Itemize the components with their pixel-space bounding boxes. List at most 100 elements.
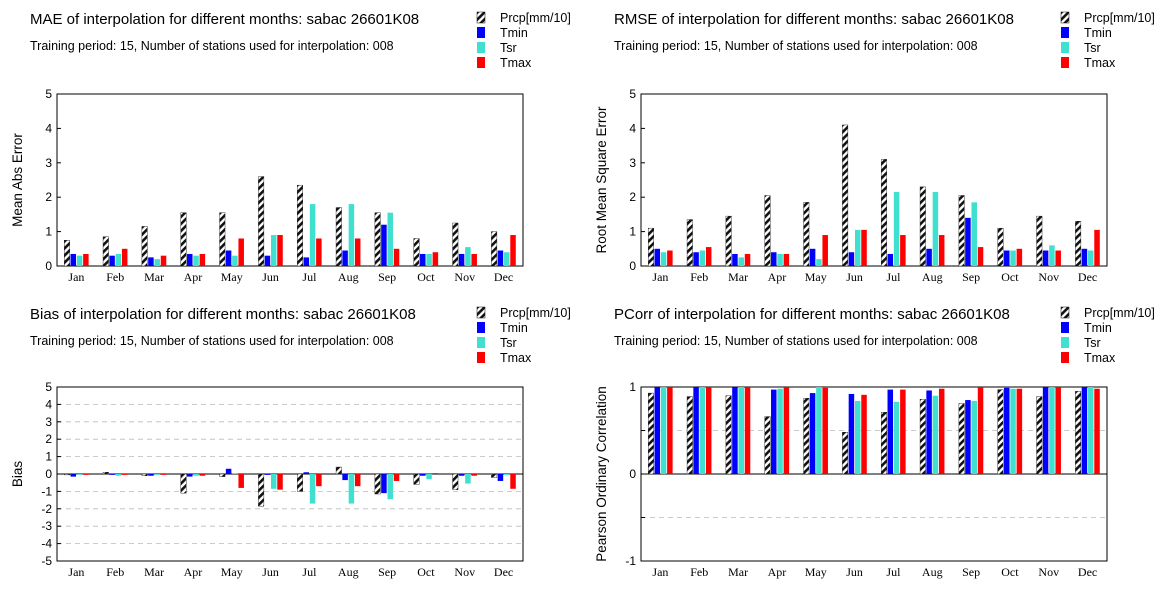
y-tick-label: 5	[629, 87, 636, 101]
bar-tmin-may	[809, 393, 816, 474]
bar-tmin-oct	[1004, 387, 1010, 474]
bar-tmax-apr	[199, 474, 206, 476]
rmse-panel: RMSE of interpolation for different mont…	[584, 0, 1167, 294]
bar-tmax-aug	[938, 388, 945, 474]
bar-prcp-mar	[141, 473, 148, 476]
legend-label-tsr: Tsr	[1084, 336, 1101, 350]
bar-tmax-nov	[471, 474, 477, 476]
bar-tsr-mar	[154, 474, 160, 475]
bar-tmin-mar	[732, 387, 738, 474]
bar-tmax-aug	[354, 238, 361, 266]
bar-tmax-nov	[1055, 387, 1061, 474]
x-tick-label-mar: Mar	[728, 565, 748, 579]
x-tick-label-aug: Aug	[922, 270, 943, 284]
chart-title: Bias of interpolation for different mont…	[30, 306, 416, 323]
x-tick-label-oct: Oct	[417, 270, 435, 284]
x-tick-label-may: May	[221, 270, 243, 284]
x-tick-label-dec: Dec	[494, 565, 513, 579]
bar-prcp-oct	[413, 473, 420, 485]
bar-tsr-aug	[932, 395, 939, 474]
legend-label-prcp: Prcp[mm/10]	[1084, 11, 1155, 25]
bar-tmin-apr	[771, 389, 777, 474]
bar-prcp-aug	[919, 398, 926, 475]
x-tick-label-sep: Sep	[378, 270, 396, 284]
y-tick-label: 0	[45, 259, 52, 273]
x-tick-label-jun: Jun	[846, 565, 863, 579]
bar-tmin-oct	[420, 253, 426, 266]
bar-tmax-apr	[783, 253, 790, 266]
legend-label-tmax: Tmax	[500, 351, 532, 365]
plot-frame	[640, 93, 1108, 267]
x-tick-label-jun: Jun	[262, 565, 279, 579]
bar-tmax-apr	[199, 253, 206, 266]
bar-tmin-feb	[693, 387, 699, 474]
bar-tmax-oct	[432, 473, 439, 474]
bar-tsr-jul	[309, 204, 316, 266]
x-tick-label-sep: Sep	[378, 565, 396, 579]
bar-tsr-sep	[387, 212, 393, 266]
chart-subtitle: Training period: 15, Number of stations …	[614, 334, 978, 348]
x-tick-label-dec: Dec	[1078, 565, 1097, 579]
bar-tmax-dec	[1094, 388, 1100, 474]
bar-tmax-feb	[705, 247, 712, 266]
bar-tmin-jun	[848, 393, 855, 474]
y-tick-label: -1	[625, 554, 636, 568]
y-tick-label: 2	[629, 190, 636, 204]
y-tick-label: 5	[45, 380, 52, 394]
chart-subtitle: Training period: 15, Number of stations …	[30, 334, 394, 348]
legend-label-prcp: Prcp[mm/10]	[500, 306, 571, 320]
bar-prcp-dec	[491, 473, 498, 478]
x-tick-label-feb: Feb	[690, 565, 708, 579]
bar-tsr-jun	[854, 400, 861, 474]
rmse-chart: RMSE of interpolation for different mont…	[594, 11, 1155, 284]
bar-tmax-jun	[861, 394, 867, 474]
bar-tmax-mar	[744, 253, 751, 266]
bar-tsr-dec	[503, 252, 510, 266]
bar-tsr-mar	[738, 257, 744, 266]
x-tick-label-oct: Oct	[417, 565, 435, 579]
bar-tmax-jun	[861, 229, 867, 266]
bar-tmax-jun	[277, 235, 283, 266]
bar-tmin-mar	[732, 253, 738, 266]
bar-tsr-may	[816, 259, 822, 266]
x-tick-label-may: May	[805, 565, 827, 579]
bar-tsr-oct	[426, 474, 432, 480]
bar-tsr-oct	[1010, 388, 1016, 474]
bar-prcp-nov	[1036, 396, 1043, 475]
x-tick-label-aug: Aug	[338, 270, 359, 284]
bar-tsr-jan	[76, 474, 83, 475]
chart-title: MAE of interpolation for different month…	[30, 11, 419, 28]
y-tick-label: 1	[629, 225, 636, 239]
bar-tmin-jul	[303, 472, 310, 474]
x-tick-label-jan: Jan	[68, 270, 84, 284]
bar-tmin-oct	[420, 474, 426, 476]
bar-tmax-dec	[510, 235, 516, 266]
bar-tmax-may	[822, 387, 828, 474]
bar-tmax-jan	[667, 387, 673, 474]
bar-prcp-sep	[374, 473, 381, 495]
x-tick-label-jul: Jul	[886, 565, 901, 579]
bar-prcp-sep	[958, 403, 965, 475]
legend-label-tmin: Tmin	[1084, 26, 1112, 40]
y-tick-label: 1	[629, 380, 636, 394]
bar-tsr-nov	[1049, 387, 1055, 474]
legend-swatch-prcp	[476, 11, 486, 24]
y-tick-label: 5	[45, 87, 52, 101]
bar-tmax-may	[238, 238, 244, 266]
bar-prcp-aug	[335, 466, 342, 475]
bar-tsr-dec	[503, 474, 510, 475]
bar-tmax-nov	[471, 253, 477, 266]
y-axis-label: Bias	[10, 461, 25, 488]
legend-label-tmax: Tmax	[1084, 351, 1116, 365]
bar-tmin-jan	[70, 474, 77, 477]
bar-tsr-apr	[777, 253, 783, 266]
bar-tmax-aug	[354, 474, 361, 487]
bar-tsr-sep	[387, 474, 393, 500]
bar-prcp-nov	[452, 473, 459, 490]
bar-tmax-jan	[83, 253, 89, 266]
chart-subtitle: Training period: 15, Number of stations …	[614, 39, 978, 53]
y-axis-label: Pearson Ordinary Correlation	[594, 386, 609, 562]
x-tick-label-apr: Apr	[768, 565, 787, 579]
bar-tmax-feb	[121, 248, 128, 266]
x-tick-label-sep: Sep	[962, 270, 980, 284]
